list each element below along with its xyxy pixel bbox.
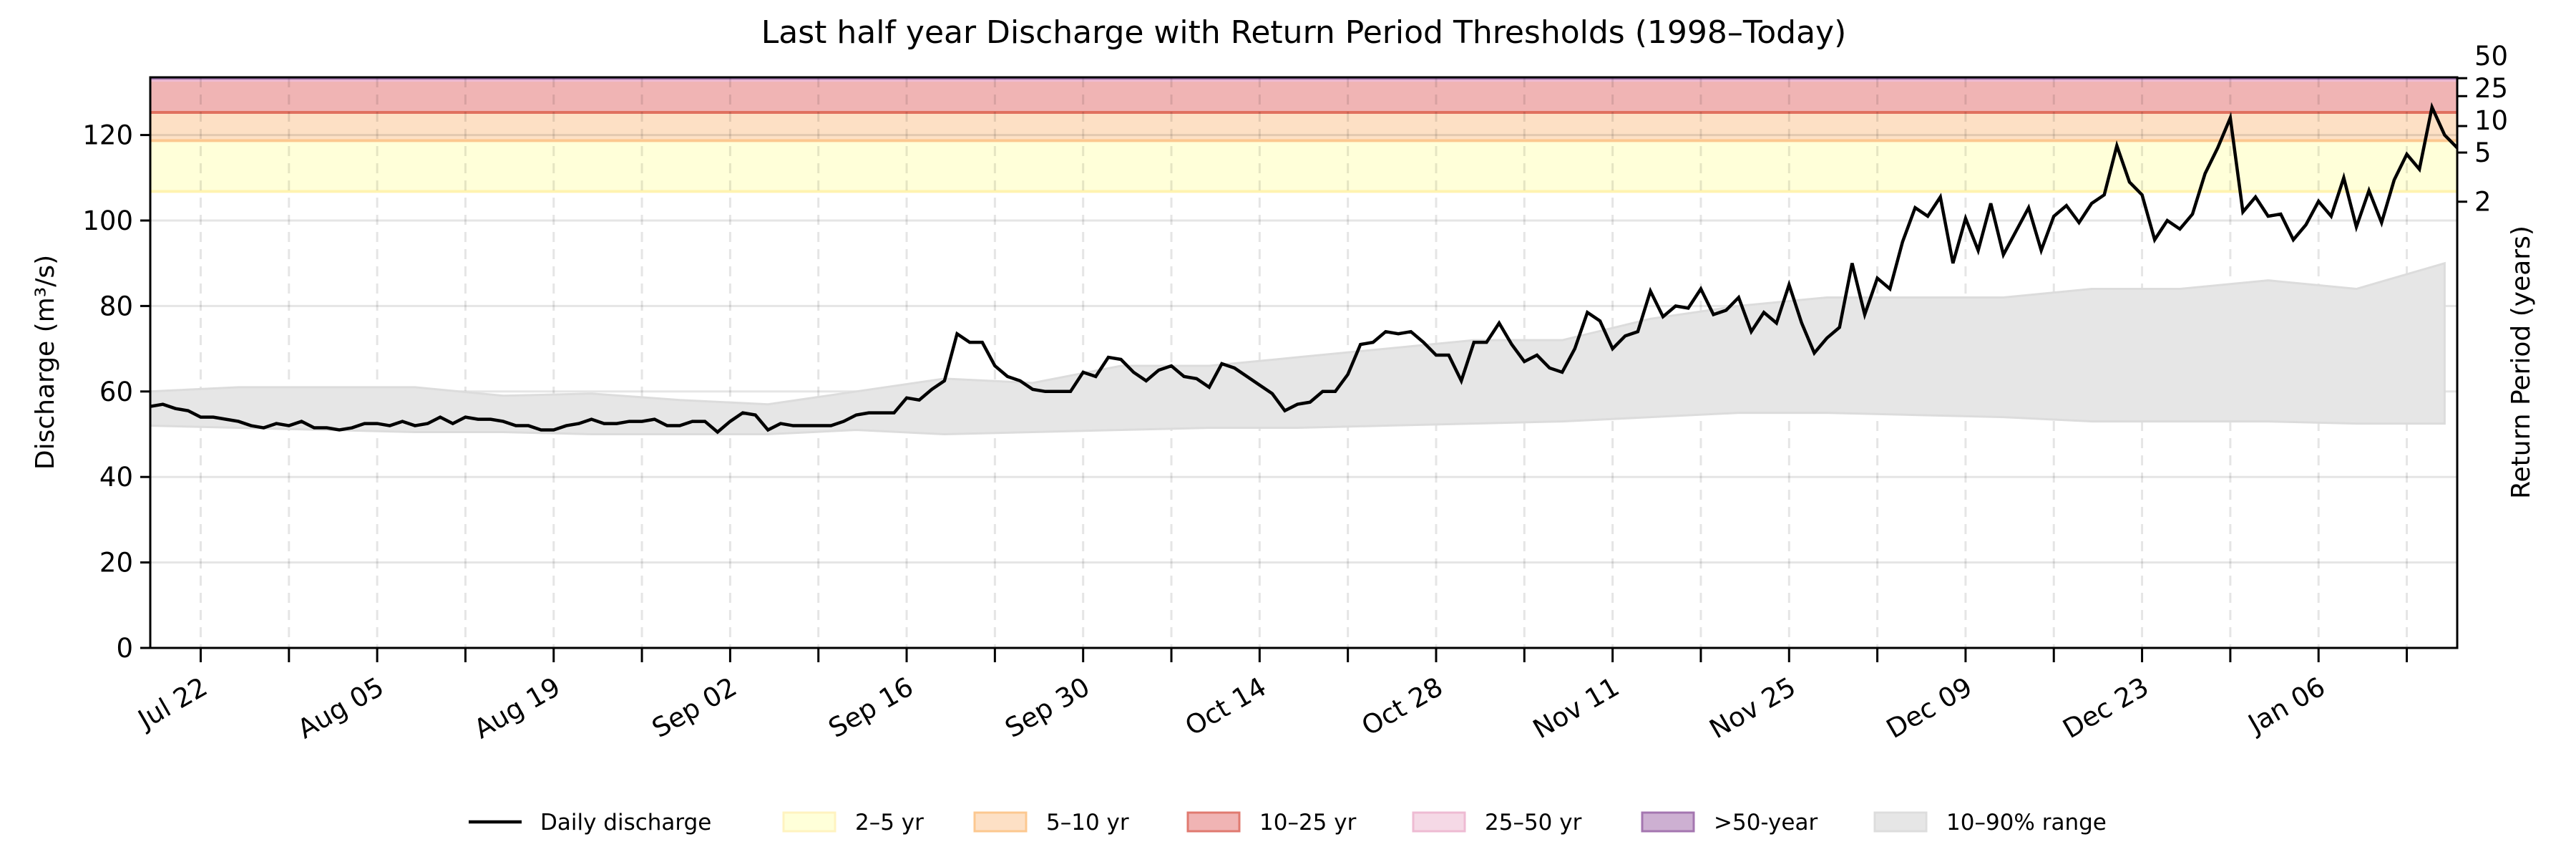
y-tick-label: 40 — [99, 462, 133, 493]
y-tick-label: 20 — [99, 548, 133, 578]
threshold-band — [150, 112, 2457, 141]
legend-item: 2–5 yr — [782, 810, 924, 836]
legend-item: 10–25 yr — [1186, 810, 1357, 836]
legend-label: 2–5 yr — [855, 810, 924, 836]
chart-title: Last half year Discharge with Return Per… — [761, 14, 1847, 51]
legend-label: 10–90% range — [1946, 810, 2107, 836]
legend-patch-swatch — [782, 811, 836, 833]
axes-frame — [149, 76, 2459, 649]
right-y-tick-label: 50 — [2474, 41, 2508, 72]
y-tick-label: 60 — [99, 377, 133, 407]
legend-label: Daily discharge — [540, 810, 711, 836]
legend-patch-swatch — [1641, 811, 1695, 833]
y-tick-label: 0 — [116, 633, 133, 664]
right-y-tick-label: 2 — [2474, 187, 2492, 218]
x-tick-label: Oct 14 — [1180, 672, 1272, 742]
legend-item: 25–50 yr — [1412, 810, 1582, 836]
legend-item: Daily discharge — [469, 810, 711, 836]
x-tick-label: Jul 22 — [132, 672, 213, 736]
threshold-band — [150, 140, 2457, 192]
right-y-tick-label: 25 — [2474, 73, 2508, 104]
range-band — [149, 261, 2446, 435]
daily-discharge-line — [150, 102, 2459, 435]
x-tick-label: Jan 06 — [2242, 672, 2331, 740]
right-y-tick-label: 10 — [2474, 105, 2508, 136]
x-tick-label: Dec 23 — [2058, 672, 2154, 745]
legend-label: >50-year — [1714, 810, 1818, 836]
legend-patch-swatch — [973, 811, 1028, 833]
legend-patch-swatch — [1186, 811, 1241, 833]
y-tick-label: 120 — [82, 120, 133, 151]
x-tick-label: Nov 11 — [1528, 672, 1624, 745]
y-axis-label: Discharge (m³/s) — [31, 255, 60, 470]
x-tick-label: Sep 16 — [824, 672, 919, 745]
legend-label: 25–50 yr — [1485, 810, 1582, 836]
legend-patch-swatch — [1412, 811, 1466, 833]
y-tick-label: 80 — [99, 291, 133, 321]
legend-patch-swatch — [1873, 811, 1928, 833]
legend: Daily discharge 2–5 yr 5–10 yr 10–25 yr 25–5… — [469, 810, 2107, 836]
right-y-tick-label: 5 — [2474, 137, 2492, 168]
legend-label: 5–10 yr — [1046, 810, 1129, 836]
y-tick-label: 100 — [82, 205, 133, 236]
legend-item: >50-year — [1641, 810, 1818, 836]
x-tick-label: Aug 19 — [469, 672, 565, 745]
threshold-band — [150, 80, 2457, 112]
x-tick-label: Aug 05 — [293, 672, 389, 745]
legend-label: 10–25 yr — [1259, 810, 1357, 836]
x-tick-label: Sep 30 — [1000, 672, 1095, 745]
x-tick-label: Dec 09 — [1881, 672, 1977, 745]
x-tick-label: Nov 25 — [1704, 672, 1801, 745]
legend-item: 10–90% range — [1873, 810, 2107, 836]
x-tick-label: Sep 02 — [647, 672, 742, 745]
legend-item: 5–10 yr — [973, 810, 1129, 836]
y-axis-label-right: Return Period (years) — [2507, 226, 2536, 499]
x-tick-label: Oct 28 — [1357, 672, 1448, 742]
